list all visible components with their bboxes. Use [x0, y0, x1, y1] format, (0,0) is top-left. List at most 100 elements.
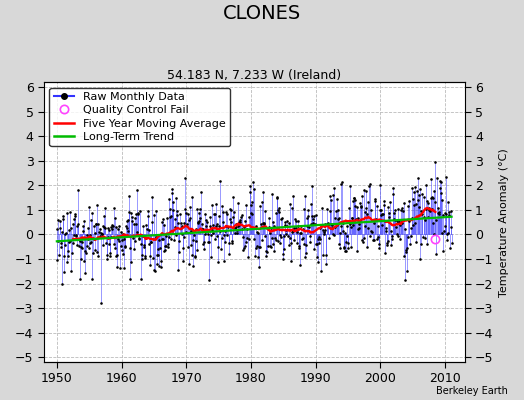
Point	[116, 265, 124, 272]
Point	[173, 208, 181, 214]
Point	[246, 210, 255, 216]
Point	[98, 231, 106, 237]
Point	[204, 239, 212, 245]
Point	[237, 214, 245, 220]
Point	[62, 210, 71, 217]
Point	[293, 223, 302, 230]
Point	[417, 208, 425, 214]
Point	[361, 208, 369, 215]
Point	[253, 229, 261, 235]
Point	[286, 235, 294, 241]
Point	[374, 234, 382, 240]
Point	[103, 252, 111, 259]
Point	[419, 234, 427, 240]
Point	[168, 186, 176, 192]
Point	[313, 241, 321, 247]
Point	[68, 221, 77, 227]
Point	[342, 248, 350, 254]
Point	[366, 233, 374, 240]
Point	[135, 235, 143, 242]
Point	[304, 206, 312, 213]
Point	[237, 212, 246, 218]
Point	[342, 239, 351, 246]
Point	[398, 204, 406, 211]
Point	[223, 232, 231, 238]
Point	[67, 224, 75, 231]
Point	[227, 219, 235, 225]
Point	[114, 236, 123, 242]
Point	[88, 276, 96, 282]
Point	[291, 216, 299, 222]
Point	[53, 225, 61, 232]
Point	[69, 240, 77, 246]
Point	[350, 195, 358, 202]
Point	[421, 206, 430, 213]
Point	[296, 262, 304, 268]
Point	[185, 217, 193, 224]
Point	[172, 212, 181, 218]
Point	[325, 192, 334, 199]
Point	[363, 244, 371, 250]
Point	[400, 276, 409, 283]
Point	[77, 256, 85, 262]
Point	[361, 222, 369, 229]
Point	[430, 230, 438, 237]
Point	[282, 231, 290, 237]
Point	[341, 248, 349, 255]
Point	[299, 235, 307, 241]
Point	[260, 220, 268, 226]
Point	[408, 214, 416, 221]
Point	[247, 202, 255, 208]
Point	[146, 262, 155, 268]
Point	[396, 222, 404, 228]
Point	[66, 209, 74, 216]
Point	[280, 233, 288, 239]
Point	[241, 218, 249, 224]
Point	[261, 208, 269, 214]
Point	[58, 281, 66, 287]
Point	[165, 234, 173, 240]
Point	[425, 204, 433, 211]
Point	[76, 276, 84, 283]
Point	[89, 209, 97, 216]
Point	[189, 263, 197, 269]
Point	[180, 234, 188, 240]
Point	[85, 240, 94, 246]
Point	[172, 194, 180, 201]
Point	[314, 233, 323, 240]
Point	[303, 215, 312, 221]
Point	[258, 219, 267, 226]
Point	[64, 253, 72, 259]
Point	[316, 268, 325, 274]
Point	[395, 219, 403, 225]
Point	[218, 203, 226, 209]
Point	[307, 221, 315, 228]
Point	[444, 198, 453, 205]
Point	[189, 237, 198, 244]
Point	[288, 229, 297, 235]
Point	[376, 207, 384, 213]
Point	[277, 233, 285, 240]
Point	[231, 230, 239, 236]
Point	[62, 230, 70, 236]
Point	[123, 224, 131, 231]
Point	[200, 246, 209, 252]
Point	[224, 224, 232, 230]
Point	[423, 198, 431, 205]
Point	[286, 200, 294, 207]
Point	[86, 238, 95, 245]
Point	[191, 226, 200, 232]
Point	[181, 175, 189, 181]
Point	[234, 200, 243, 206]
Y-axis label: Temperature Anomaly (°C): Temperature Anomaly (°C)	[499, 148, 509, 296]
Point	[102, 256, 111, 262]
Point	[121, 242, 129, 249]
Point	[429, 195, 437, 201]
Point	[390, 209, 399, 216]
Point	[192, 238, 200, 244]
Point	[325, 234, 333, 241]
Point	[255, 264, 264, 270]
Point	[249, 179, 258, 185]
Point	[171, 216, 179, 222]
Point	[281, 227, 290, 234]
